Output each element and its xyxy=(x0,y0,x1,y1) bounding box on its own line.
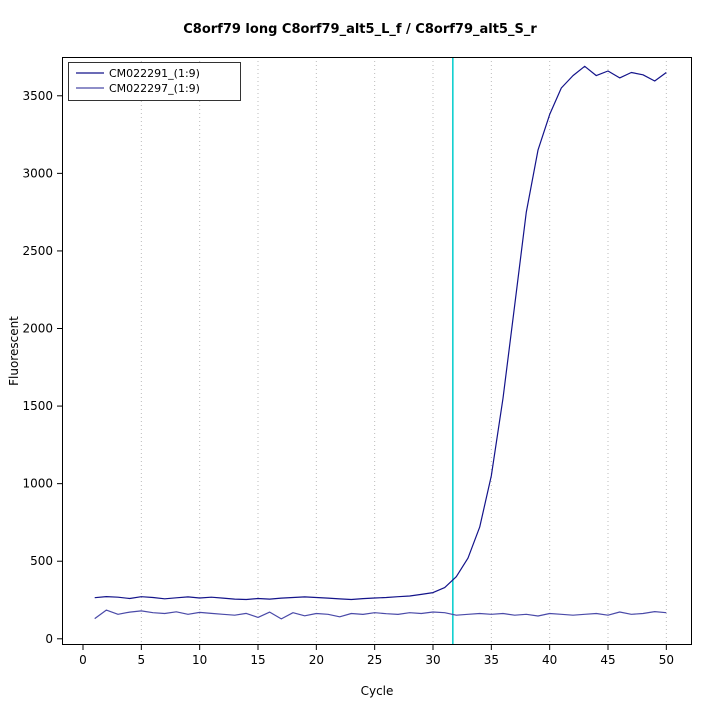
x-tick-label: 10 xyxy=(192,653,207,667)
x-tick-label: 20 xyxy=(309,653,324,667)
y-tick-label: 1000 xyxy=(22,477,53,491)
y-tick-label: 500 xyxy=(30,554,53,568)
chart-title: C8orf79 long C8orf79_alt5_L_f / C8orf79_… xyxy=(183,22,537,37)
x-tick-label: 50 xyxy=(659,653,674,667)
x-tick-label: 35 xyxy=(484,653,499,667)
y-tick-label: 3000 xyxy=(22,166,53,180)
y-tick-label: 3500 xyxy=(22,89,53,103)
x-tick-label: 5 xyxy=(138,653,146,667)
x-tick-label: 15 xyxy=(250,653,265,667)
plot-border xyxy=(62,57,692,645)
series-line-1 xyxy=(94,65,667,601)
y-tick-label: 0 xyxy=(45,632,53,646)
legend-label: CM022297_(1:9) xyxy=(109,82,200,95)
series-line-2 xyxy=(94,609,667,620)
x-tick-label: 40 xyxy=(542,653,557,667)
y-tick-label: 2000 xyxy=(22,322,53,336)
x-tick-label: 0 xyxy=(79,653,87,667)
x-axis-label: Cycle xyxy=(360,684,394,698)
legend-box xyxy=(68,62,241,101)
x-tick-label: 25 xyxy=(367,653,382,667)
y-tick-label: 1500 xyxy=(22,399,53,413)
legend-label: CM022291_(1:9) xyxy=(109,67,200,80)
y-tick-label: 2500 xyxy=(22,244,53,258)
x-tick-label: 30 xyxy=(425,653,440,667)
x-tick-label: 45 xyxy=(600,653,615,667)
